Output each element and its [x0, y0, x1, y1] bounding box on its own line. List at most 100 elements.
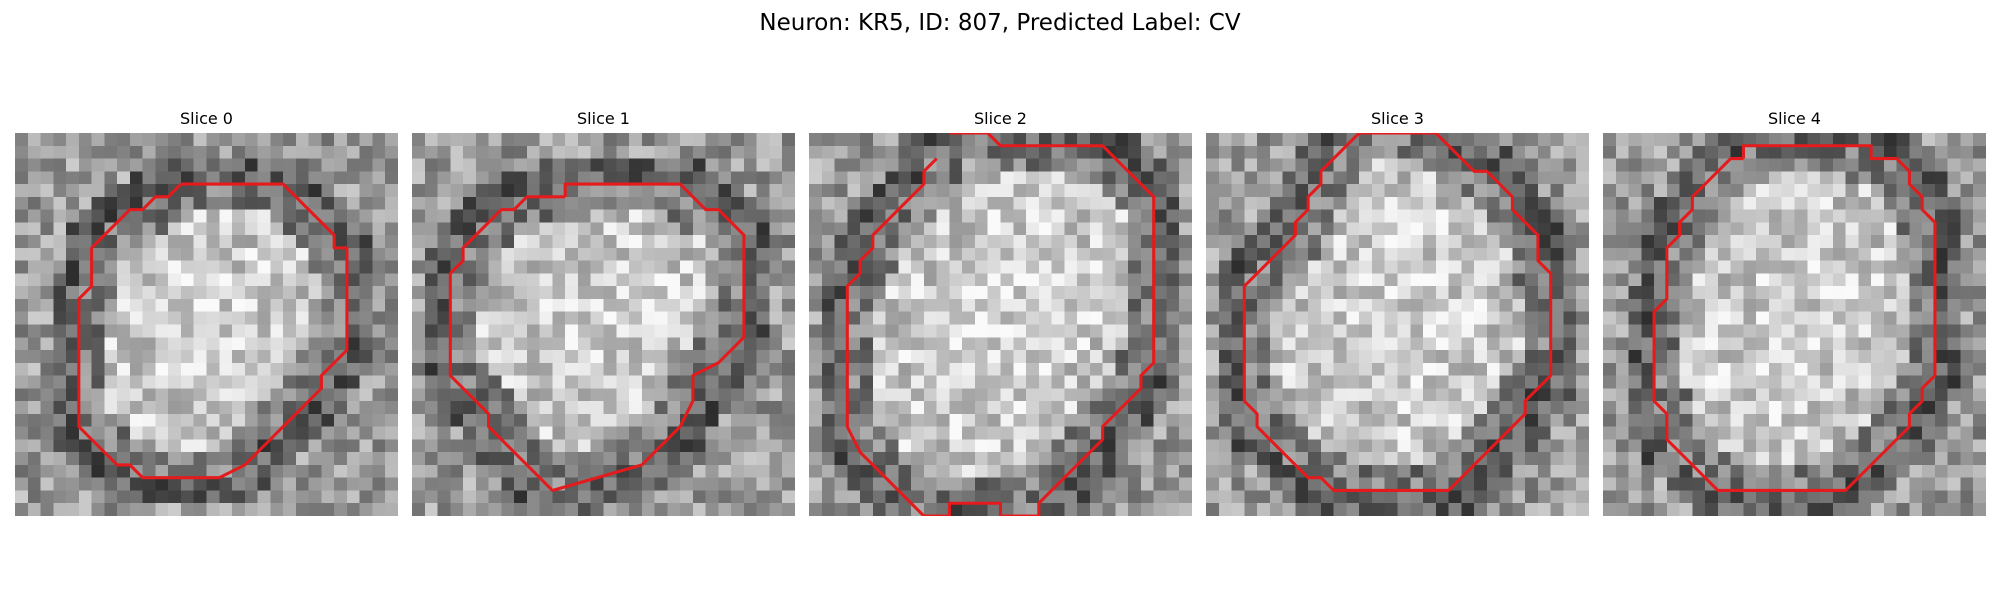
image-pixel: [539, 133, 553, 147]
image-pixel: [1166, 350, 1180, 364]
image-pixel: [936, 439, 950, 453]
image-pixel: [1257, 503, 1271, 516]
image-pixel: [1308, 503, 1322, 516]
image-pixel: [1153, 350, 1167, 364]
image-pixel: [27, 311, 41, 325]
image-pixel: [1115, 184, 1129, 198]
image-pixel: [526, 413, 540, 427]
image-pixel: [1435, 375, 1449, 389]
image-pixel: [1384, 247, 1398, 261]
image-pixel: [743, 222, 757, 236]
image-pixel: [155, 477, 169, 491]
image-pixel: [1102, 464, 1116, 478]
image-pixel: [1883, 350, 1897, 364]
image-pixel: [680, 464, 694, 478]
image-pixel: [949, 401, 963, 415]
image-pixel: [270, 452, 284, 466]
image-pixel: [911, 388, 925, 402]
image-pixel: [616, 247, 630, 261]
image-pixel: [321, 337, 335, 351]
image-pixel: [1435, 426, 1449, 440]
image-pixel: [1231, 490, 1245, 504]
image-pixel: [1550, 273, 1564, 287]
image-pixel: [1845, 401, 1859, 415]
image-pixel: [539, 388, 553, 402]
image-pixel: [78, 362, 92, 376]
image-pixel: [1512, 286, 1526, 300]
image-pixel: [1333, 477, 1347, 491]
image-pixel: [1038, 235, 1052, 249]
image-pixel: [1832, 388, 1846, 402]
image-pixel: [641, 324, 655, 338]
image-pixel: [769, 273, 783, 287]
image-pixel: [1423, 388, 1437, 402]
image-pixel: [1295, 439, 1309, 453]
image-pixel: [847, 452, 861, 466]
image-pixel: [1077, 362, 1091, 376]
image-pixel: [1781, 235, 1795, 249]
image-pixel: [104, 286, 118, 300]
image-pixel: [1064, 439, 1078, 453]
image-pixel: [1934, 260, 1948, 274]
image-pixel: [1883, 337, 1897, 351]
image-pixel: [1333, 247, 1347, 261]
image-pixel: [321, 235, 335, 249]
image-pixel: [885, 362, 899, 376]
image-pixel: [1333, 439, 1347, 453]
image-pixel: [1051, 452, 1065, 466]
image-pixel: [1038, 311, 1052, 325]
image-pixel: [1461, 477, 1475, 491]
image-pixel: [1269, 375, 1283, 389]
image-pixel: [872, 413, 886, 427]
image-pixel: [1871, 375, 1885, 389]
image-pixel: [911, 477, 925, 491]
image-pixel: [705, 247, 719, 261]
image-pixel: [359, 503, 373, 516]
image-pixel: [1359, 464, 1373, 478]
image-pixel: [860, 145, 874, 159]
image-pixel: [1654, 311, 1668, 325]
image-pixel: [1934, 503, 1948, 516]
image-pixel: [168, 490, 182, 504]
image-pixel: [372, 426, 386, 440]
image-pixel: [359, 184, 373, 198]
image-pixel: [372, 286, 386, 300]
image-pixel: [270, 298, 284, 312]
image-pixel: [219, 184, 233, 198]
image-pixel: [283, 222, 297, 236]
image-pixel: [1679, 375, 1693, 389]
image-pixel: [885, 145, 899, 159]
image-pixel: [1615, 196, 1629, 210]
image-pixel: [1051, 413, 1065, 427]
image-pixel: [1282, 362, 1296, 376]
image-pixel: [1231, 184, 1245, 198]
image-pixel: [206, 273, 220, 287]
image-pixel: [821, 311, 835, 325]
image-pixel: [667, 158, 681, 172]
image-pixel: [1244, 490, 1258, 504]
image-pixel: [680, 158, 694, 172]
image-pixel: [1166, 133, 1180, 147]
image-pixel: [949, 158, 963, 172]
image-pixel: [1140, 247, 1154, 261]
image-pixel: [1794, 171, 1808, 185]
image-pixel: [821, 452, 835, 466]
image-pixel: [295, 388, 309, 402]
image-pixel: [1320, 401, 1334, 415]
image-pixel: [1730, 286, 1744, 300]
image-pixel: [1871, 350, 1885, 364]
image-pixel: [809, 133, 823, 147]
image-pixel: [1934, 324, 1948, 338]
image-pixel: [1384, 158, 1398, 172]
image-pixel: [193, 247, 207, 261]
image-pixel: [1384, 133, 1398, 147]
image-pixel: [66, 439, 80, 453]
image-pixel: [437, 362, 451, 376]
image-pixel: [1845, 273, 1859, 287]
image-pixel: [53, 337, 67, 351]
red-contour-line-1: [448, 182, 746, 492]
image-pixel: [1308, 209, 1322, 223]
image-pixel: [40, 426, 54, 440]
image-pixel: [1922, 184, 1936, 198]
image-pixel: [1832, 222, 1846, 236]
